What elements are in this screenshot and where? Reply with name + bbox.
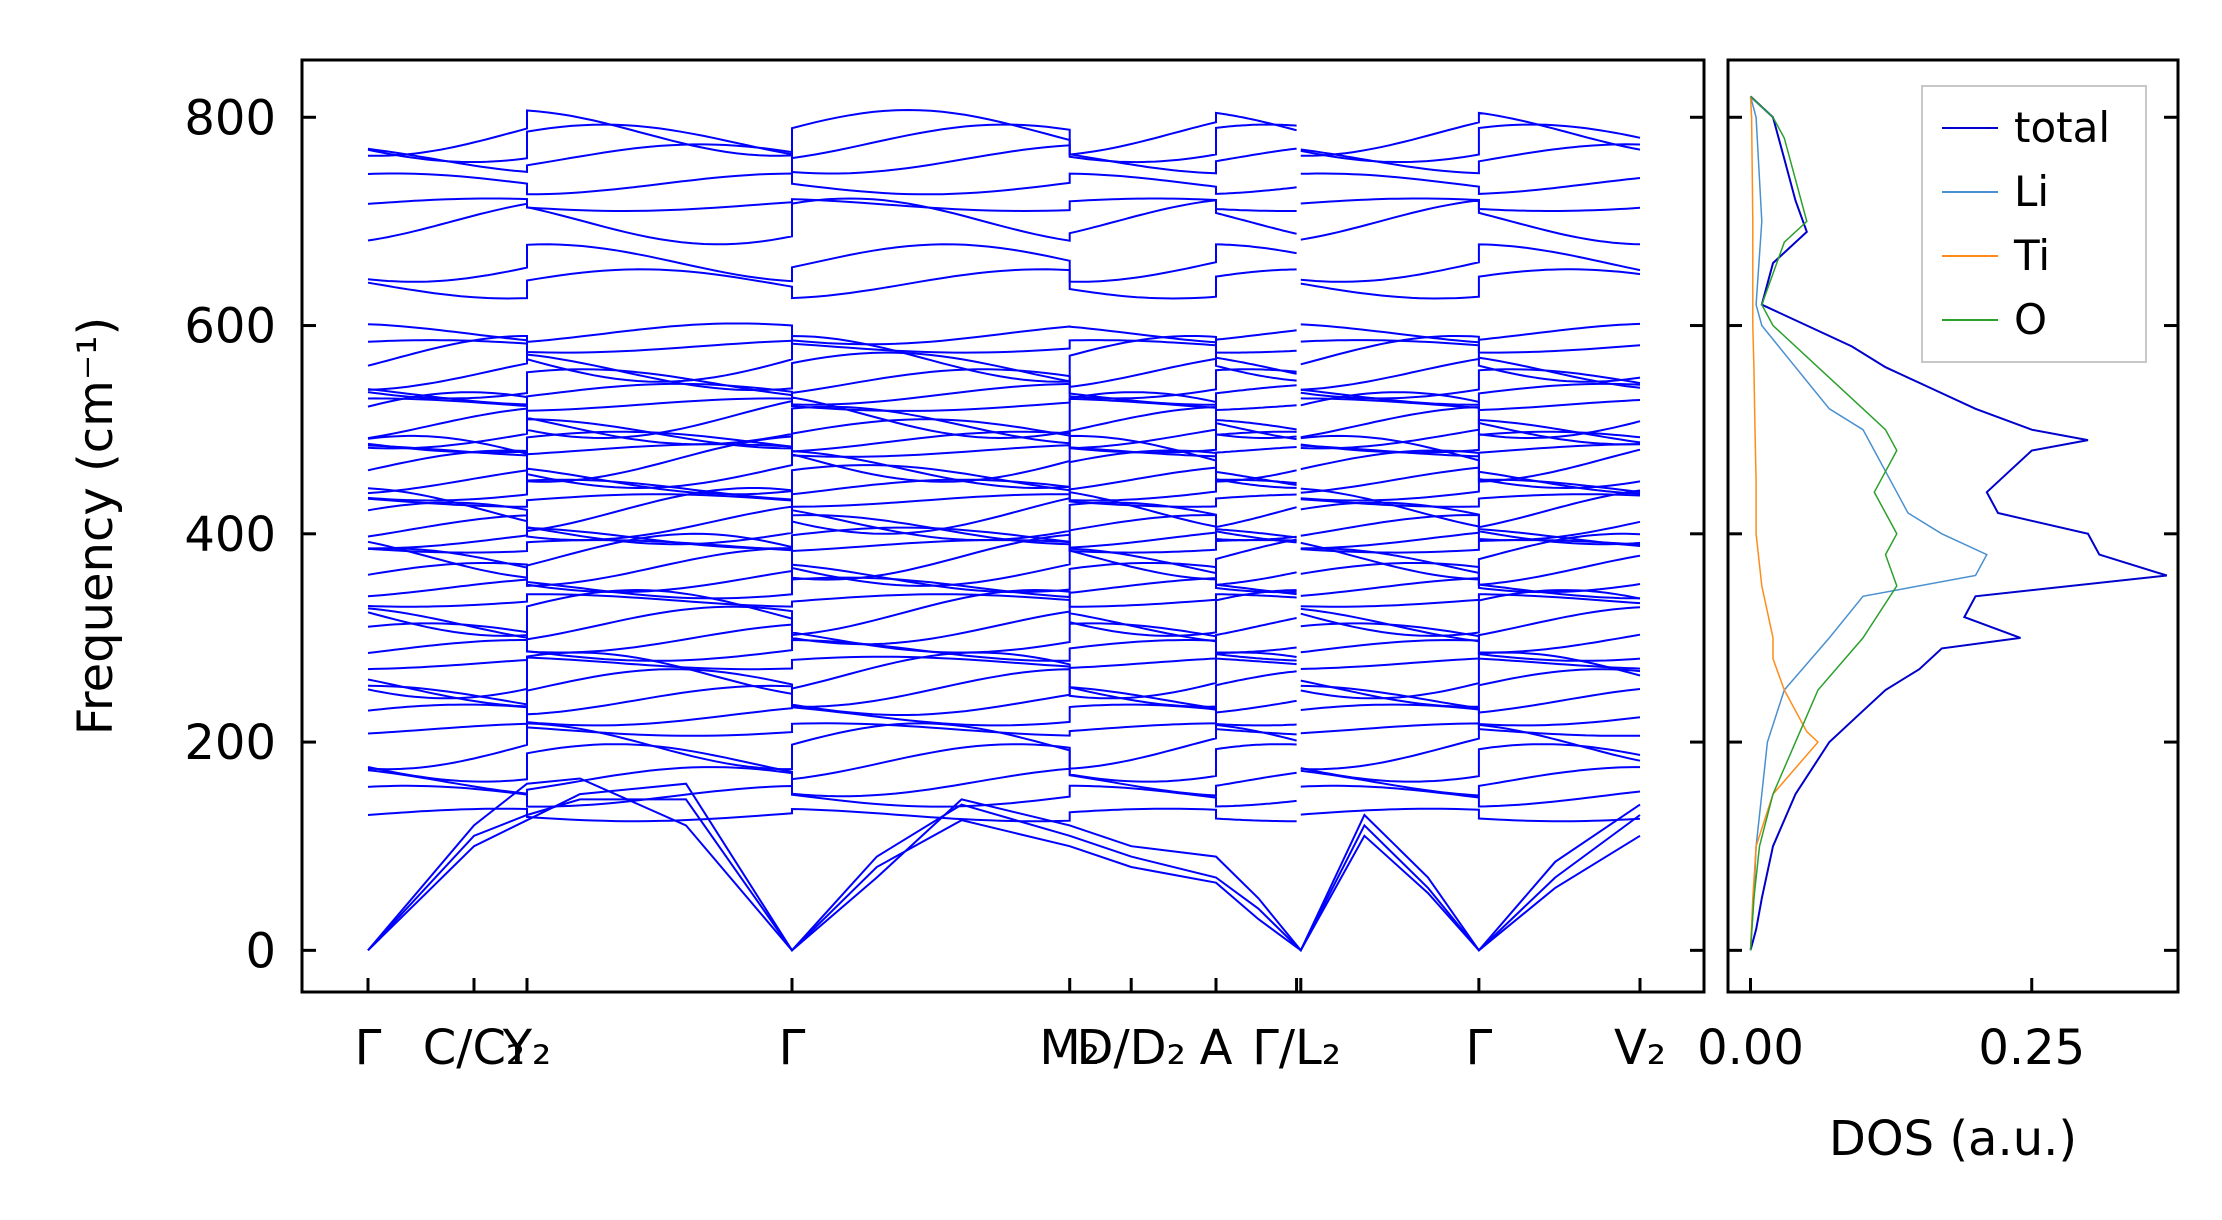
optical-band [367,622,1641,654]
legend-box [1921,85,2147,363]
k-tick-label: Γ [355,1020,382,1076]
y-tick-label: 600 [184,299,276,355]
optical-band [367,493,1641,508]
dos-lines [1749,95,2168,951]
k-tick-label: C/C₂ [423,1020,525,1076]
legend: total Li Ti O [1921,85,2147,363]
acoustic-band [367,798,1641,952]
dos-series-o [1749,95,1898,951]
optical-band [367,351,1641,392]
acoustic-band [367,782,1641,952]
y-tick-label: 400 [184,507,276,563]
optical-band [367,123,1641,164]
k-tick-label: M₂ [1039,1020,1100,1076]
optical-band [367,532,1641,581]
optical-band [367,722,1641,737]
optical-band [367,108,1641,157]
k-tick-label: Γ/L₂ [1252,1020,1341,1076]
optical-band [367,743,1641,783]
optical-band [367,443,1640,458]
k-tick-label: V₂ [1614,1020,1666,1076]
optical-band [367,655,1641,671]
dos-series-total [1749,95,2168,951]
optical-band [367,684,1641,716]
optical-band [367,339,1641,354]
optical-band [367,172,1641,196]
dos-axis: 0.00 0.25 [1697,978,2085,1076]
optical-band [367,487,1641,535]
k-tick-label: Γ [1466,1020,1493,1076]
k-tick-label: D/D₂ [1077,1020,1186,1076]
dos-series-li [1749,96,1988,951]
k-tick-label: Y₂ [502,1020,552,1076]
acoustic-band [367,777,1641,953]
optical-band [367,668,1641,708]
legend-label: total [2014,103,2110,152]
k-tick-label: A [1200,1020,1233,1076]
y-tick-label: 0 [245,923,276,979]
optical-band [367,722,1641,771]
optical-band [367,766,1640,798]
dos-x-tick-label: 0.25 [1978,1020,2085,1076]
optical-band [367,478,1641,502]
dos-axis-label: DOS (a.u.) [1829,1111,2077,1167]
optical-band [367,143,1641,175]
optical-band [367,197,1641,213]
dos-x-tick-label: 0.00 [1697,1020,1804,1076]
y-tick-label: 800 [184,90,276,146]
optical-band [367,807,1641,823]
k-tick-label: Γ [779,1020,806,1076]
dos-plot-frame [1726,58,2180,994]
optical-band [367,605,1641,646]
optical-band [367,391,1641,440]
legend-label: Li [2014,167,2049,216]
optical-band [367,268,1641,300]
dos-panel: 0.00 0.25 DOS (a.u.) total Li Ti O [1697,58,2180,1167]
optical-band [367,382,1641,406]
optical-band [367,588,1641,637]
band-plot-frame [300,58,1706,994]
optical-band [367,322,1641,346]
optical-band [367,243,1641,283]
optical-band [367,197,1641,246]
optical-band [367,434,1641,483]
legend-label: Ti [2013,231,2050,280]
optical-band [367,593,1641,608]
optical-band [367,368,1641,400]
frequency-axis-label: Frequency (cm⁻¹) [68,317,124,735]
optical-band [367,703,1641,727]
frequency-axis: 0 200 400 600 800 [184,90,1704,979]
legend-label: O [2014,295,2047,344]
dos-frequency-ticks [1728,115,2178,952]
band-lines [367,108,1641,953]
y-tick-label: 200 [184,715,276,771]
